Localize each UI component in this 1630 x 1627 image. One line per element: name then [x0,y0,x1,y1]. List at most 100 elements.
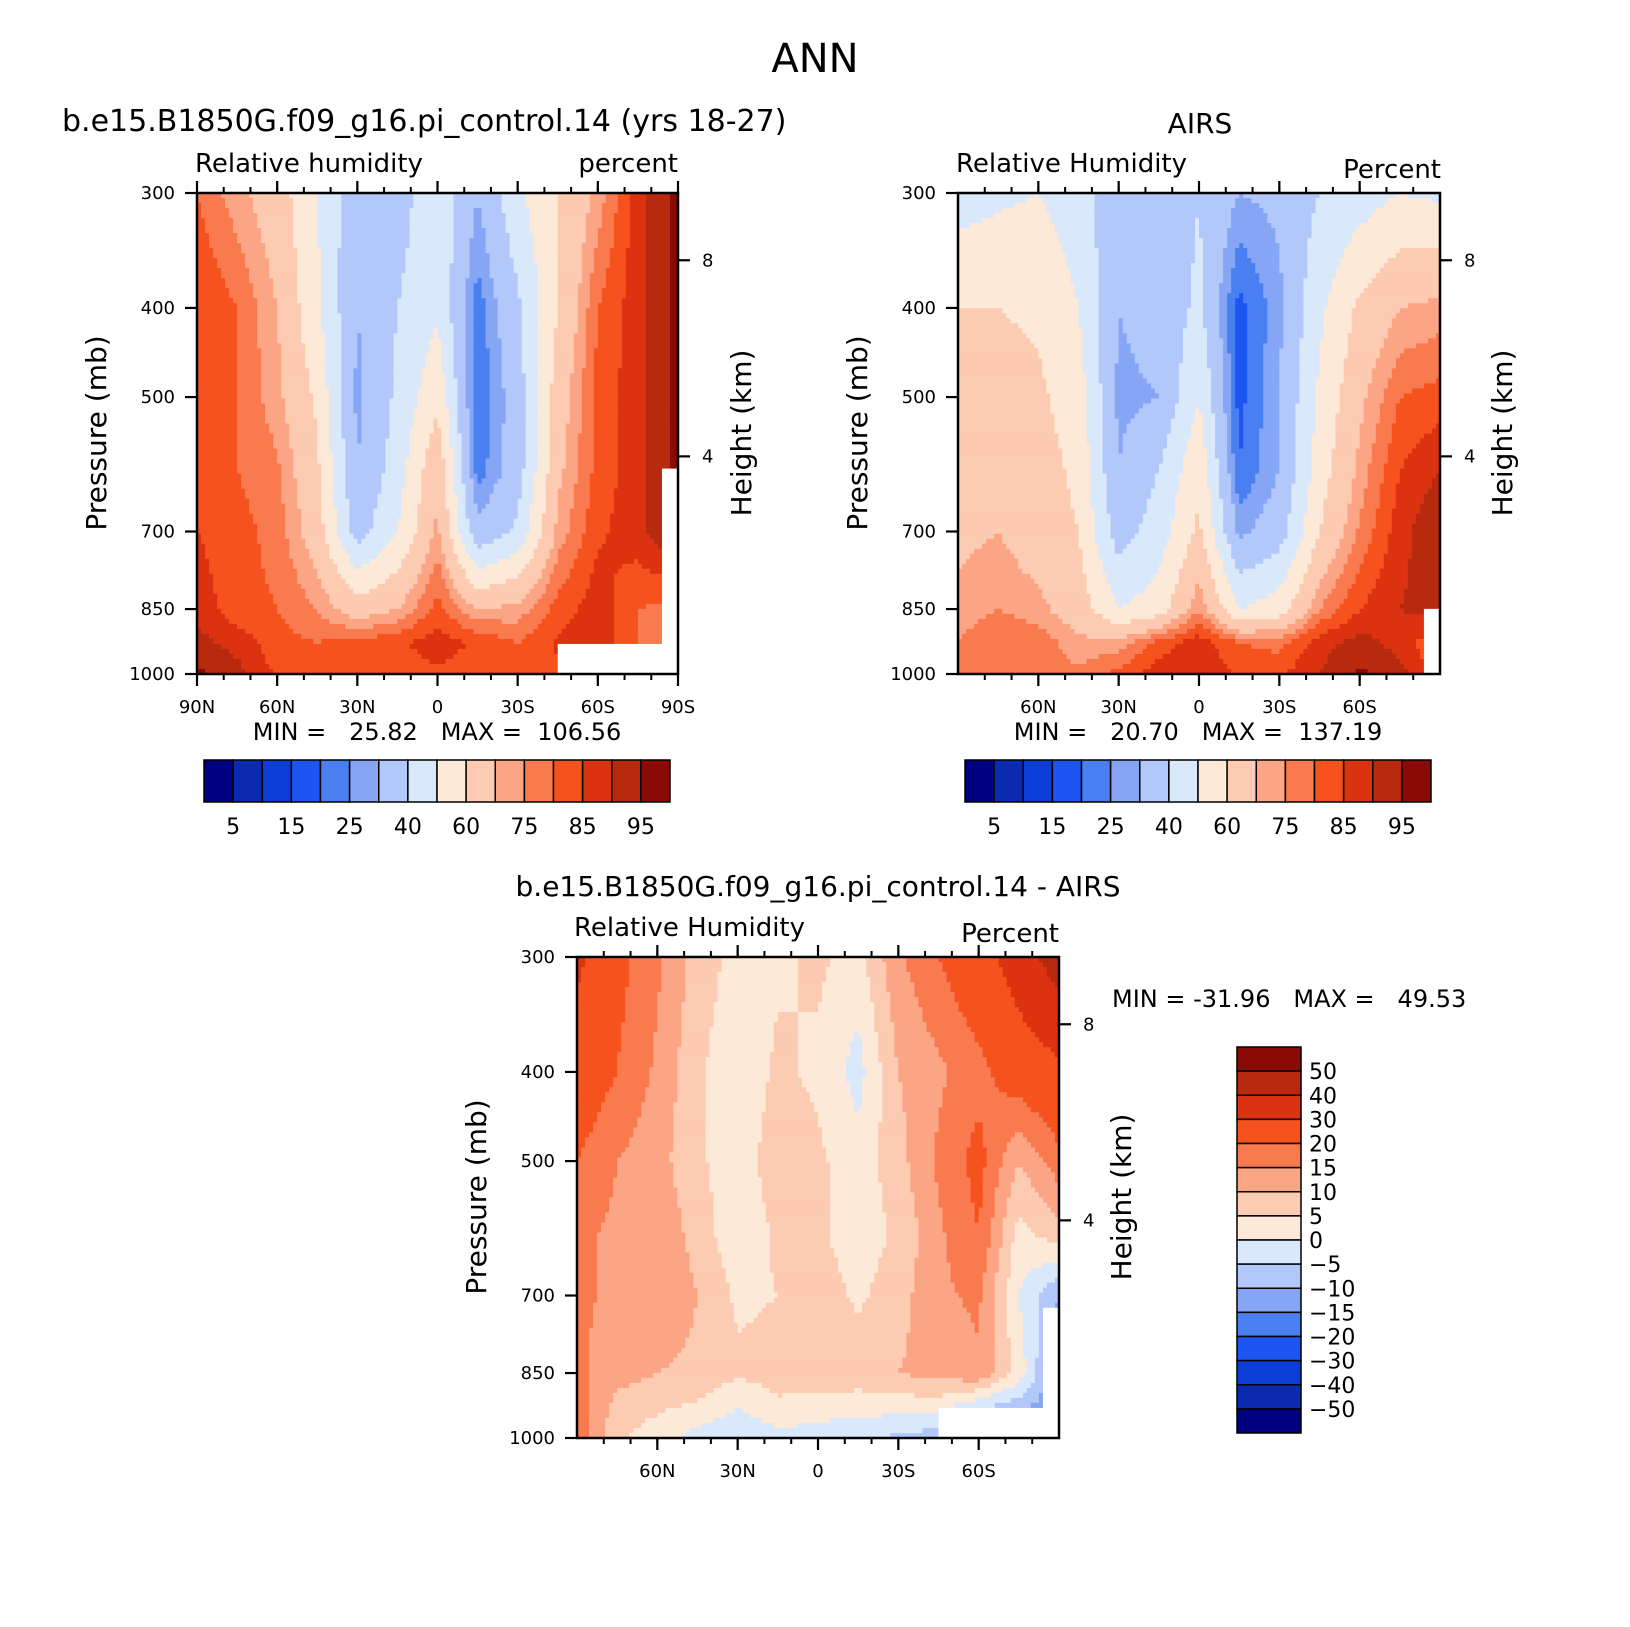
page-title: ANN [771,36,858,82]
contour-cell [737,1327,743,1334]
contour-cell [1134,533,1172,540]
contour-cell [797,1007,819,1013]
contour-cell [413,193,455,199]
contour-cell [433,568,443,575]
contour-cell [685,1237,719,1244]
contour-cell [882,1102,903,1108]
contour-cell [1002,1152,1040,1159]
contour-cell [557,258,583,264]
contour-cell [1186,323,1204,329]
contour-cell [633,1132,674,1138]
contour-cell [870,977,887,983]
contour-cell [349,503,378,510]
contour-cell [1078,298,1100,304]
contour-cell [453,463,463,470]
contour-cell [533,603,551,610]
contour-cell [986,1247,1000,1254]
contour-cell [1058,238,1096,244]
contour-cell [1299,383,1317,390]
contour-cell [553,533,567,540]
contour-cell [557,268,583,274]
contour-cell [565,538,583,545]
contour-cell [401,603,419,610]
contour-cell [597,238,615,244]
contour-cell [1235,463,1260,470]
contour-cell [453,548,467,555]
contour-cell [585,343,599,349]
contour-cell [557,218,587,224]
contour-cell [1006,543,1080,550]
contour-cell [1231,448,1260,455]
contour-cell [1194,238,1204,244]
contour-cell [485,328,499,334]
contour-cell [437,523,451,530]
contour-cell [377,553,407,560]
contour-cell [625,1012,658,1018]
contour-cell [1098,263,1192,269]
contour-cell [1219,483,1232,490]
contour-cell [473,538,495,545]
contour-cell [1042,1287,1060,1294]
contour-cell [1339,538,1357,545]
contour-cell [994,533,1003,540]
contour-cell [1134,413,1176,420]
contour-cell [874,1002,891,1008]
contour-cell [421,563,435,570]
contour-cell [866,972,887,978]
contour-cell [1351,313,1397,319]
contour-cell [565,433,579,440]
contour-cell [489,583,535,590]
contour-cell [645,263,671,269]
contour-cell [1142,518,1172,525]
contour-cell [1279,443,1296,450]
contour-cell [1259,278,1284,284]
contour-cell [978,1302,996,1309]
contour-cell [577,1267,598,1274]
contour-cell [405,253,455,259]
contour-cell [357,433,362,440]
contour-cell [709,1037,775,1043]
contour-cell [329,448,346,455]
contour-cell [281,483,298,490]
contour-cell [1331,588,1349,595]
contour-cell [1311,438,1337,445]
contour-cell [465,283,475,289]
contour-cell [1090,458,1104,465]
contour-cell [1114,368,1140,374]
contour-cell [621,353,647,359]
contour-cell [1247,368,1264,374]
contour-cell [221,608,278,615]
contour-cell [1170,518,1196,525]
contour-cell [1339,603,1365,610]
contour-cell [1227,458,1236,465]
contour-cell [866,962,887,968]
contour-cell [1086,393,1104,400]
contour-cell [565,428,583,435]
contour-cell [605,268,627,274]
contour-cell [653,1052,679,1058]
contour-cell [1363,413,1381,420]
contour-cell [217,603,278,610]
colorbar-box [523,759,555,803]
contour-cell [1170,428,1192,435]
contour-cell [473,603,503,610]
contour-cell [878,1127,907,1133]
contour-cell [557,213,587,219]
contour-cell [1395,503,1421,510]
contour-cell [197,293,230,299]
contour-cell [457,618,503,625]
contour-cell [529,588,547,595]
contour-cell [1190,303,1204,309]
contour-cell [886,962,907,968]
contour-cell [1098,333,1120,339]
contour-cell [577,1092,606,1098]
contour-cell [1174,508,1212,515]
contour-cell [1002,608,1051,615]
contour-cell [1287,573,1305,580]
contour-cell [1239,533,1244,540]
contour-cell [1050,603,1092,610]
contour-cell [1435,473,1441,480]
contour-cell [1339,398,1365,405]
contour-cell [573,483,591,490]
contour-cell [393,373,423,379]
